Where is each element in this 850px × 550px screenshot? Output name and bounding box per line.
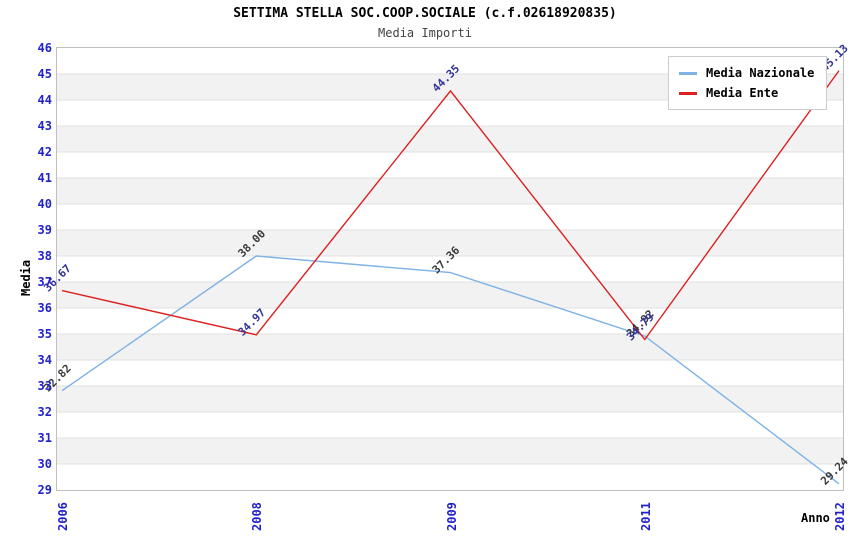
y-tick-label: 29 xyxy=(37,483,52,497)
y-tick-label: 38 xyxy=(37,249,52,263)
legend: Media Nazionale Media Ente xyxy=(668,56,828,110)
band-row xyxy=(57,360,843,386)
x-tick-label: 2006 xyxy=(56,502,70,531)
legend-swatch-media-nazionale xyxy=(679,71,697,75)
y-tick-label: 36 xyxy=(37,301,52,315)
legend-label: Media Nazionale xyxy=(706,66,815,80)
band-row xyxy=(57,204,843,230)
x-tick-label: 2012 xyxy=(833,502,847,531)
band-row xyxy=(57,178,843,204)
band-row xyxy=(57,334,843,360)
band-row xyxy=(57,152,843,178)
band-row xyxy=(57,308,843,334)
band-row xyxy=(57,282,843,308)
x-axis-title: Anno xyxy=(801,511,830,525)
y-tick-label: 43 xyxy=(37,119,52,133)
y-axis-title: Media xyxy=(19,259,33,296)
chart-subtitle: Media Importi xyxy=(378,26,472,40)
legend-swatch-media-ente xyxy=(679,91,697,95)
plot-canvas: 32.8238.0037.3634.9229.2436.6734.9744.35… xyxy=(41,42,850,490)
x-tick-label: 2011 xyxy=(638,502,653,531)
y-tick-label: 33 xyxy=(37,379,52,393)
band-row xyxy=(57,464,843,490)
x-tick-label: 2009 xyxy=(444,502,459,531)
chart-title: SETTIMA STELLA SOC.COOP.SOCIALE (c.f.026… xyxy=(233,6,617,21)
legend-label: Media Ente xyxy=(706,86,779,100)
band-row xyxy=(57,438,843,464)
y-tick-label: 31 xyxy=(37,431,52,445)
series-line-media-nazionale xyxy=(61,255,840,485)
y-tick-label: 42 xyxy=(37,145,52,159)
band-row xyxy=(57,412,843,438)
y-tick-label: 46 xyxy=(37,41,52,55)
band-row xyxy=(57,256,843,282)
band-row xyxy=(57,230,843,256)
y-tick-label: 41 xyxy=(37,171,52,185)
y-tick-label: 32 xyxy=(37,405,52,419)
y-tick-label: 30 xyxy=(37,457,52,471)
band-row xyxy=(57,126,843,152)
y-tick-label: 37 xyxy=(37,275,52,289)
y-tick-label: 39 xyxy=(37,223,52,237)
y-tick-label: 40 xyxy=(37,197,52,211)
y-tick-label: 44 xyxy=(37,93,52,107)
band-row xyxy=(57,386,843,412)
legend-item-media-nazionale: Media Nazionale xyxy=(679,63,814,83)
series-line-media-ente xyxy=(61,70,840,341)
y-tick-label: 35 xyxy=(37,327,52,341)
y-tick-label: 34 xyxy=(37,353,52,367)
plot-area: 32.82 38.00 37.36 34.92 29.24 36.67 34.97 44.35… xyxy=(41,42,850,491)
y-tick-label: 45 xyxy=(37,67,52,81)
legend-item-media-ente: Media Ente xyxy=(679,83,814,103)
x-tick-label: 2008 xyxy=(250,502,265,531)
